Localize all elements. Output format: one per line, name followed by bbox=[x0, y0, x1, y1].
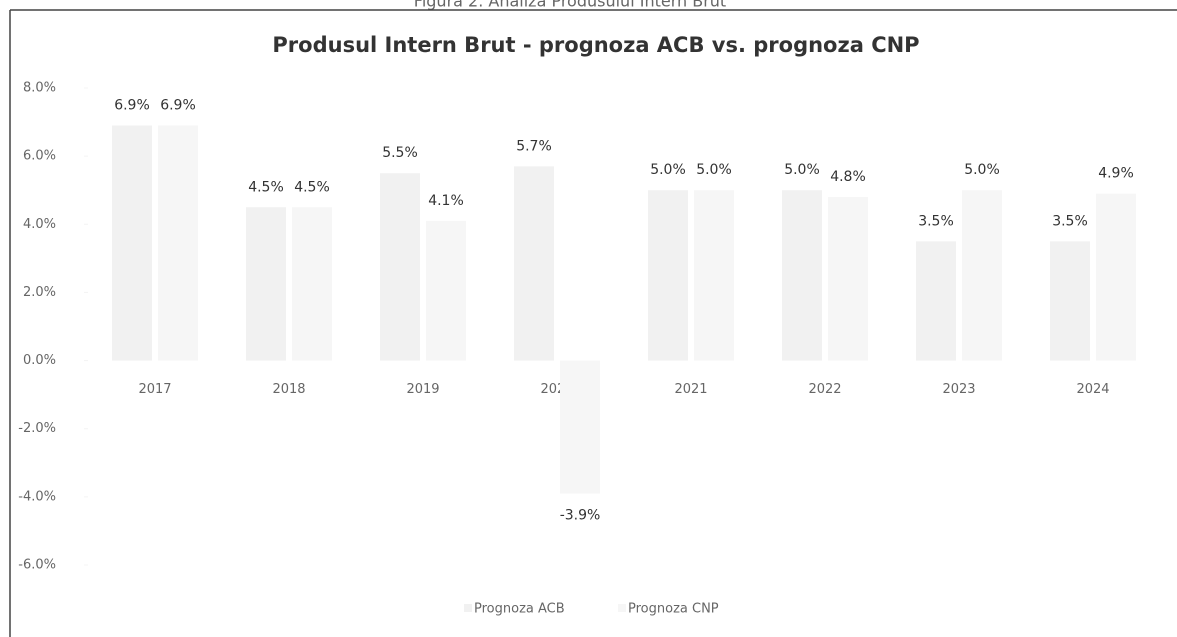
y-tick-label: 4.0% bbox=[23, 217, 56, 232]
bar bbox=[514, 166, 554, 361]
legend-swatch bbox=[464, 604, 472, 612]
y-tick-label: 2.0% bbox=[23, 285, 56, 300]
bar bbox=[648, 190, 688, 361]
chart-title: Produsul Intern Brut - prognoza ACB vs. … bbox=[272, 33, 919, 57]
y-tick-label: 8.0% bbox=[23, 81, 56, 96]
data-label: 3.5% bbox=[1052, 213, 1088, 229]
data-label: 5.0% bbox=[696, 162, 732, 178]
y-tick-label: -6.0% bbox=[18, 558, 56, 573]
y-tick-label: -4.0% bbox=[18, 489, 56, 504]
legend-label: Prognoza ACB bbox=[474, 602, 565, 617]
y-tick-label: 0.0% bbox=[23, 353, 56, 368]
bar bbox=[246, 207, 286, 361]
bar bbox=[560, 360, 600, 494]
bar bbox=[782, 190, 822, 361]
bar bbox=[828, 197, 868, 361]
x-tick-label: 2021 bbox=[674, 382, 707, 397]
figure-caption: Figura 2. Analiza Produsului Intern Brut bbox=[414, 0, 726, 11]
y-tick-label: 6.0% bbox=[23, 149, 56, 164]
x-tick-label: 2022 bbox=[808, 382, 841, 397]
bar bbox=[292, 207, 332, 361]
bar bbox=[112, 125, 152, 361]
data-label: 5.0% bbox=[650, 162, 686, 178]
bar bbox=[1096, 193, 1136, 361]
data-label: 4.8% bbox=[830, 169, 866, 185]
data-label: 4.5% bbox=[248, 179, 284, 195]
bar bbox=[694, 190, 734, 361]
data-label: 6.9% bbox=[114, 97, 150, 113]
legend-swatch bbox=[618, 604, 626, 612]
y-tick-label: -2.0% bbox=[18, 421, 56, 436]
bar bbox=[426, 220, 466, 361]
x-tick-label: 2023 bbox=[942, 382, 975, 397]
data-label: 4.1% bbox=[428, 193, 464, 209]
bar bbox=[158, 125, 198, 361]
bar bbox=[916, 241, 956, 361]
data-label: 5.0% bbox=[964, 162, 1000, 178]
legend-label: Prognoza CNP bbox=[628, 602, 719, 617]
x-tick-label: 2017 bbox=[138, 382, 171, 397]
data-label: 4.5% bbox=[294, 179, 330, 195]
x-tick-label: 2018 bbox=[272, 382, 305, 397]
bar bbox=[380, 173, 420, 361]
data-label: 4.9% bbox=[1098, 166, 1134, 182]
data-label: 5.0% bbox=[784, 162, 820, 178]
bar bbox=[962, 190, 1002, 361]
data-label: -3.9% bbox=[560, 507, 601, 523]
data-label: 3.5% bbox=[918, 213, 954, 229]
x-tick-label: 2024 bbox=[1076, 382, 1109, 397]
x-tick-label: 2019 bbox=[406, 382, 439, 397]
data-label: 5.7% bbox=[516, 138, 552, 154]
bar bbox=[1050, 241, 1090, 361]
data-label: 6.9% bbox=[160, 97, 196, 113]
data-label: 5.5% bbox=[382, 145, 418, 161]
